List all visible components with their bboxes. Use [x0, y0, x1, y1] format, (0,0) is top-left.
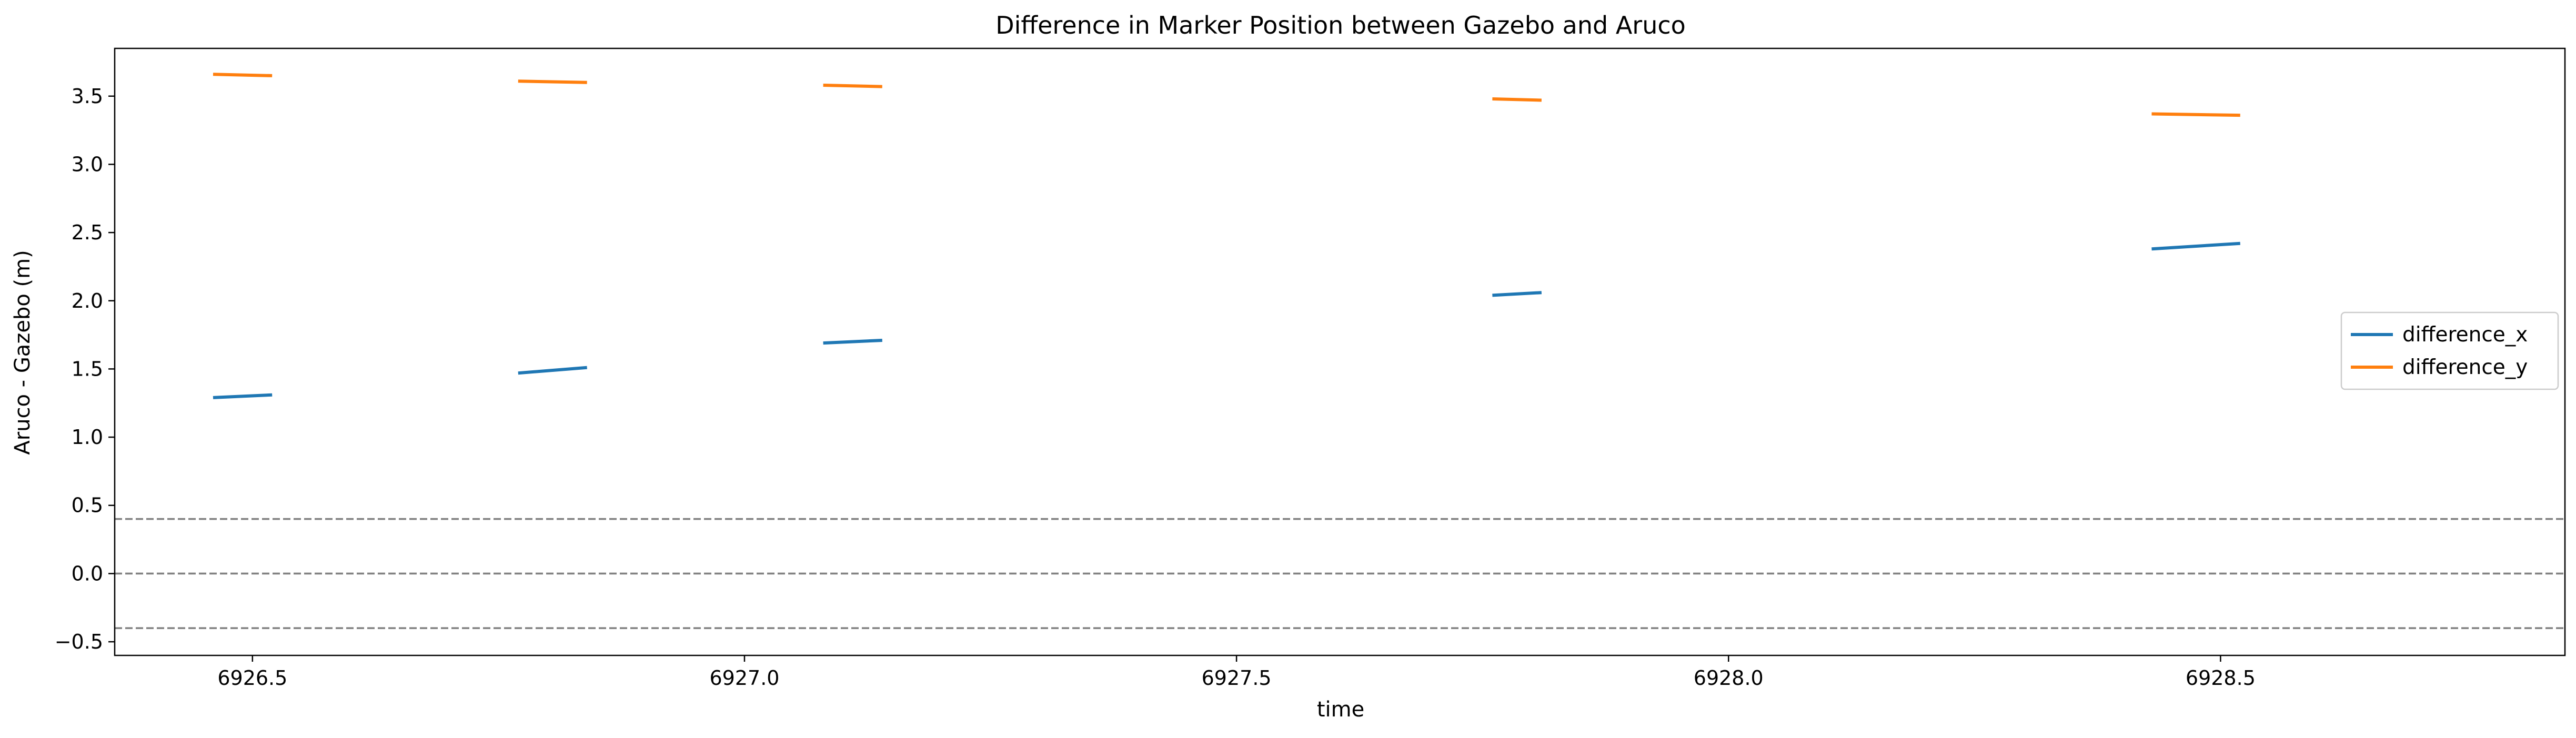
axis-ticks: 6926.5 6927.0 6927.5 6928.0 6928.5 −0.5 0.0 0.5…	[55, 85, 2256, 690]
legend-label: difference_x	[2402, 323, 2528, 347]
x-tick-label: 6926.5	[217, 666, 287, 690]
series-line-segment	[518, 366, 587, 375]
x-tick-label: 6928.0	[1694, 666, 1764, 690]
y-axis-label: Aruco - Gazebo (m)	[11, 250, 35, 454]
legend: difference_x difference_y	[2340, 311, 2559, 390]
y-tick-label: 1.5	[72, 357, 103, 380]
y-tick-label: −0.5	[55, 630, 103, 653]
series-line-segment	[2151, 112, 2240, 117]
series-line-segment	[518, 79, 587, 84]
series-difference_x	[213, 241, 2240, 399]
plot-area	[115, 518, 2565, 629]
series-line-segment	[2151, 241, 2240, 251]
series-line-segment	[213, 73, 273, 77]
series-line-segment	[1492, 97, 1542, 102]
series-line-segment	[213, 393, 273, 399]
y-tick-label: 2.5	[72, 221, 103, 244]
series-difference_y	[213, 73, 2240, 117]
y-tick-label: 3.0	[72, 153, 103, 176]
y-tick-label: 2.0	[72, 289, 103, 312]
series-line-segment	[823, 339, 882, 345]
x-tick-label: 6927.5	[1202, 666, 1272, 690]
legend-label: difference_y	[2402, 356, 2528, 379]
y-tick-label: 0.0	[72, 562, 103, 585]
x-tick-label: 6928.5	[2186, 666, 2256, 690]
chart-title: Difference in Marker Position between Ga…	[995, 11, 1686, 39]
series-line-segment	[1492, 291, 1542, 297]
legend-box	[2340, 311, 2559, 390]
x-tick-label: 6927.0	[709, 666, 779, 690]
y-tick-label: 0.5	[72, 494, 103, 517]
y-tick-label: 3.5	[72, 85, 103, 108]
plot-frame	[114, 47, 2566, 656]
series-line-segment	[823, 84, 882, 88]
y-tick-label: 1.0	[72, 426, 103, 449]
x-axis-label: time	[1317, 697, 1364, 722]
series-group	[213, 73, 2240, 399]
